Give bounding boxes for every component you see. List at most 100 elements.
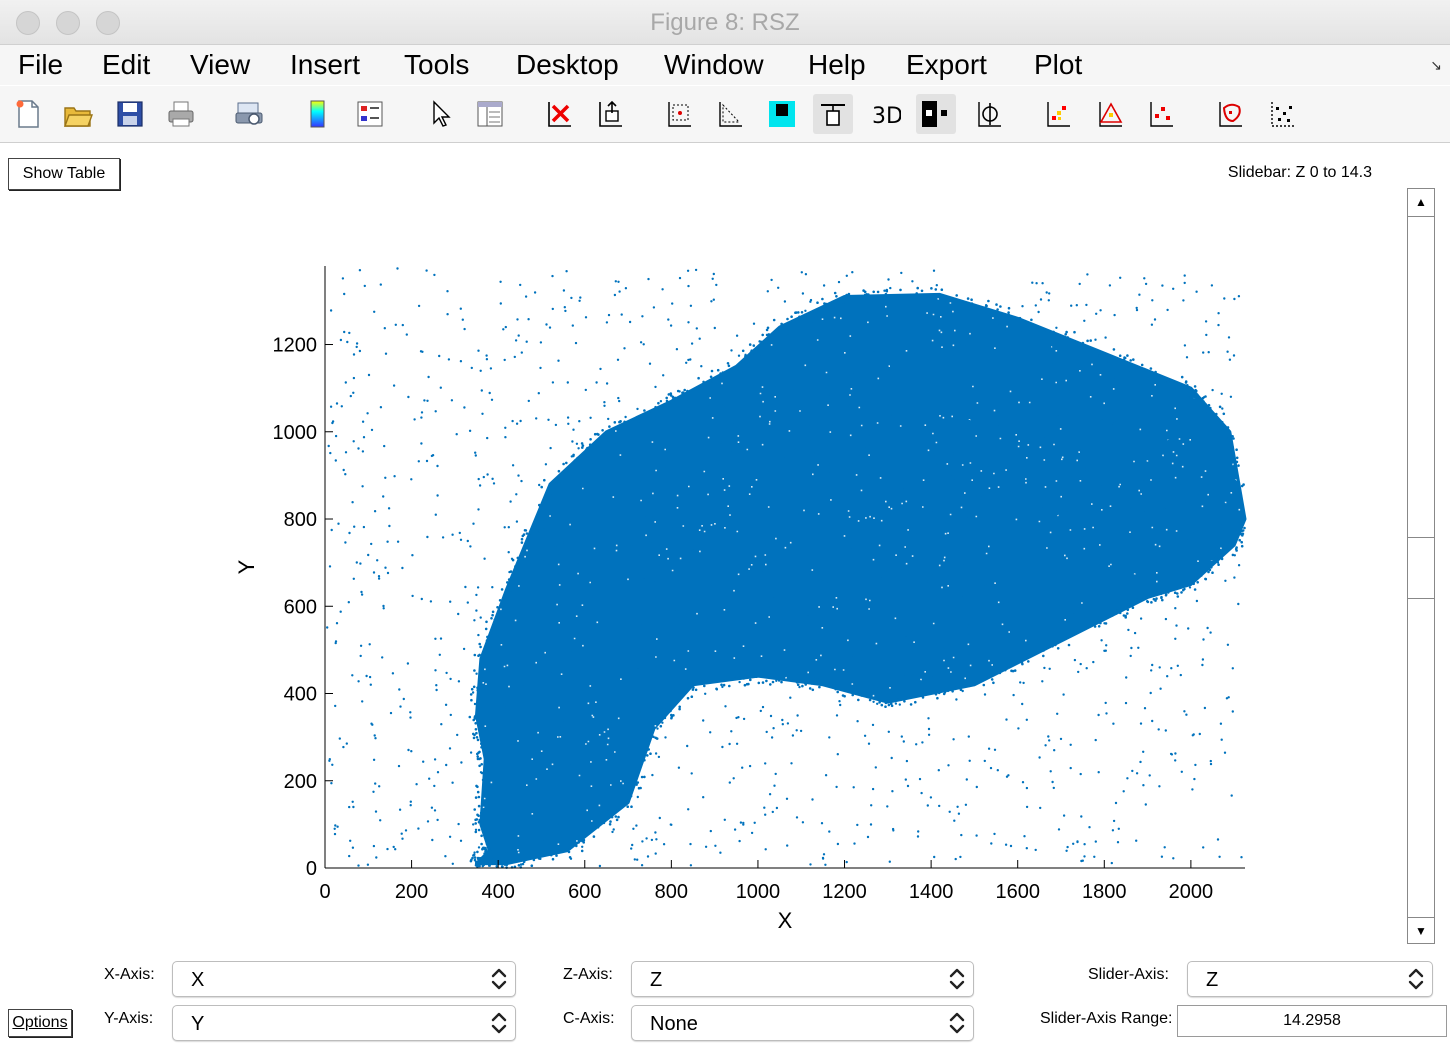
y-tick-label: 200 — [284, 771, 317, 793]
print-preview-tool-button[interactable] — [229, 94, 269, 134]
rotate-icon — [978, 102, 1001, 127]
x-tick-label: 800 — [655, 881, 688, 903]
toggle-points-tool-button[interactable] — [916, 94, 956, 134]
z-axis-value: Z — [650, 969, 663, 991]
x-axis-select[interactable]: X — [172, 961, 516, 997]
slider-range-input[interactable]: 14.2958 — [1177, 1005, 1447, 1037]
scroll-up-arrow-icon[interactable]: ▲ — [1415, 195, 1427, 209]
scatter-red-yellow-tool-button[interactable] — [1038, 94, 1078, 134]
menu-plot[interactable]: Plot — [1034, 49, 1083, 80]
menu-window[interactable]: Window — [664, 49, 764, 80]
print-tool-button[interactable] — [161, 94, 201, 134]
zoom-box-tool-button[interactable] — [659, 94, 699, 134]
title-bar: Figure 8: RSZ — [0, 0, 1450, 45]
menu-view[interactable]: View — [190, 49, 251, 80]
menu-tools[interactable]: Tools — [404, 49, 470, 80]
print-icon — [168, 101, 194, 127]
lasso-red-tool-button[interactable] — [1210, 94, 1250, 134]
y-tick-label: 0 — [306, 858, 317, 880]
options-button[interactable]: Options — [8, 1009, 72, 1037]
slider-thumb[interactable] — [1407, 537, 1435, 599]
x-tick-label: 1800 — [1082, 881, 1127, 903]
slidebar-label: Slidebar: Z 0 to 14.3 — [1227, 164, 1372, 181]
x-tick-label: 2000 — [1169, 881, 1214, 903]
z-axis-select[interactable]: Z — [631, 961, 974, 997]
toggle-points-icon — [922, 101, 947, 127]
edit-plot-arrow-icon — [433, 100, 451, 127]
x-tick-label: 1200 — [822, 881, 867, 903]
slider-axis-select[interactable]: Z — [1187, 961, 1433, 997]
chevron-updown-icon — [949, 968, 965, 990]
scatter-red-icon — [1150, 102, 1173, 127]
c-axis-value: None — [650, 1013, 698, 1035]
scatter-sparse-tool-button[interactable] — [1262, 94, 1302, 134]
dense-point-cloud — [475, 292, 1247, 866]
menu-export[interactable]: Export — [906, 49, 987, 80]
new-figure-icon — [16, 100, 39, 128]
x-axis-value: X — [191, 969, 205, 991]
scroll-down-arrow-icon[interactable]: ▼ — [1415, 924, 1427, 938]
menu-help[interactable]: Help — [808, 49, 866, 80]
open-file-tool-button[interactable] — [58, 94, 98, 134]
property-editor-tool-button[interactable] — [470, 94, 510, 134]
x-axis-label: X-Axis: — [104, 966, 155, 983]
delete-points-tool-button[interactable] — [539, 94, 579, 134]
minimize-window-button[interactable] — [56, 11, 80, 35]
menu-edit[interactable]: Edit — [102, 49, 151, 80]
fill-color-tool-button[interactable] — [762, 94, 802, 134]
fill-color-icon — [769, 101, 795, 127]
legend-tool-button[interactable] — [350, 94, 390, 134]
property-editor-icon — [477, 101, 503, 127]
y-axis-label: Y-Axis: — [104, 1010, 154, 1027]
colorbar-tool-button[interactable] — [298, 94, 338, 134]
colorbar-icon — [310, 100, 325, 128]
open-file-icon — [64, 107, 93, 127]
slider-scrollbar[interactable]: ▲ ▼ — [1407, 188, 1435, 944]
slider-axis-value: Z — [1206, 969, 1219, 991]
scatter-triangle-icon — [1099, 102, 1123, 127]
edit-plot-arrow-tool-button[interactable] — [420, 94, 460, 134]
rotate-tool-button[interactable] — [969, 94, 1009, 134]
menu-desktop[interactable]: Desktop — [516, 49, 619, 80]
scatter-triangle-tool-button[interactable] — [1090, 94, 1130, 134]
chevron-updown-icon — [491, 1012, 507, 1034]
svg-text:3D: 3D — [872, 104, 901, 129]
export-data-icon — [599, 100, 622, 127]
y-axis-select[interactable]: Y — [172, 1005, 516, 1041]
resize-arrow-icon[interactable]: ↘ — [1430, 57, 1442, 73]
x-tick-label: 1400 — [909, 881, 954, 903]
align-icon — [821, 104, 845, 126]
zoom-window-button[interactable] — [96, 11, 120, 35]
export-data-tool-button[interactable] — [590, 94, 630, 134]
delete-points-icon — [548, 102, 571, 127]
z-axis-label: Z-Axis: — [563, 966, 613, 983]
slider-range-label: Slider-Axis Range: — [1040, 1010, 1173, 1027]
lasso-red-icon — [1219, 102, 1242, 127]
legend-icon — [357, 101, 383, 127]
3d-view-tool-button[interactable]: 3D — [866, 94, 906, 134]
save-tool-button[interactable] — [110, 94, 150, 134]
menu-file[interactable]: File — [18, 49, 64, 80]
zoom-box-icon — [668, 102, 691, 127]
show-table-button[interactable]: Show Table — [8, 158, 120, 190]
c-axis-label: C-Axis: — [563, 1010, 615, 1027]
scatter-sparse-icon — [1271, 102, 1294, 127]
y-tick-label: 1000 — [273, 422, 318, 444]
c-axis-select[interactable]: None — [631, 1005, 974, 1041]
menu-bar: File Edit View Insert Tools Desktop Wind… — [0, 45, 1450, 85]
zoom-angle-tool-button[interactable] — [710, 94, 750, 134]
menu-insert[interactable]: Insert — [290, 49, 361, 80]
x-tick-label: 600 — [568, 881, 601, 903]
save-icon — [117, 101, 143, 127]
new-figure-tool-button[interactable] — [8, 94, 48, 134]
y-tick-label: 800 — [284, 509, 317, 531]
scatter-red-tool-button[interactable] — [1141, 94, 1181, 134]
x-tick-label: 1000 — [736, 881, 781, 903]
print-preview-icon — [235, 102, 263, 125]
align-tool-button[interactable] — [813, 94, 853, 134]
close-window-button[interactable] — [16, 11, 40, 35]
chevron-updown-icon — [491, 968, 507, 990]
y-axis-value: Y — [191, 1013, 205, 1035]
y-tick-label: 1200 — [273, 335, 318, 357]
